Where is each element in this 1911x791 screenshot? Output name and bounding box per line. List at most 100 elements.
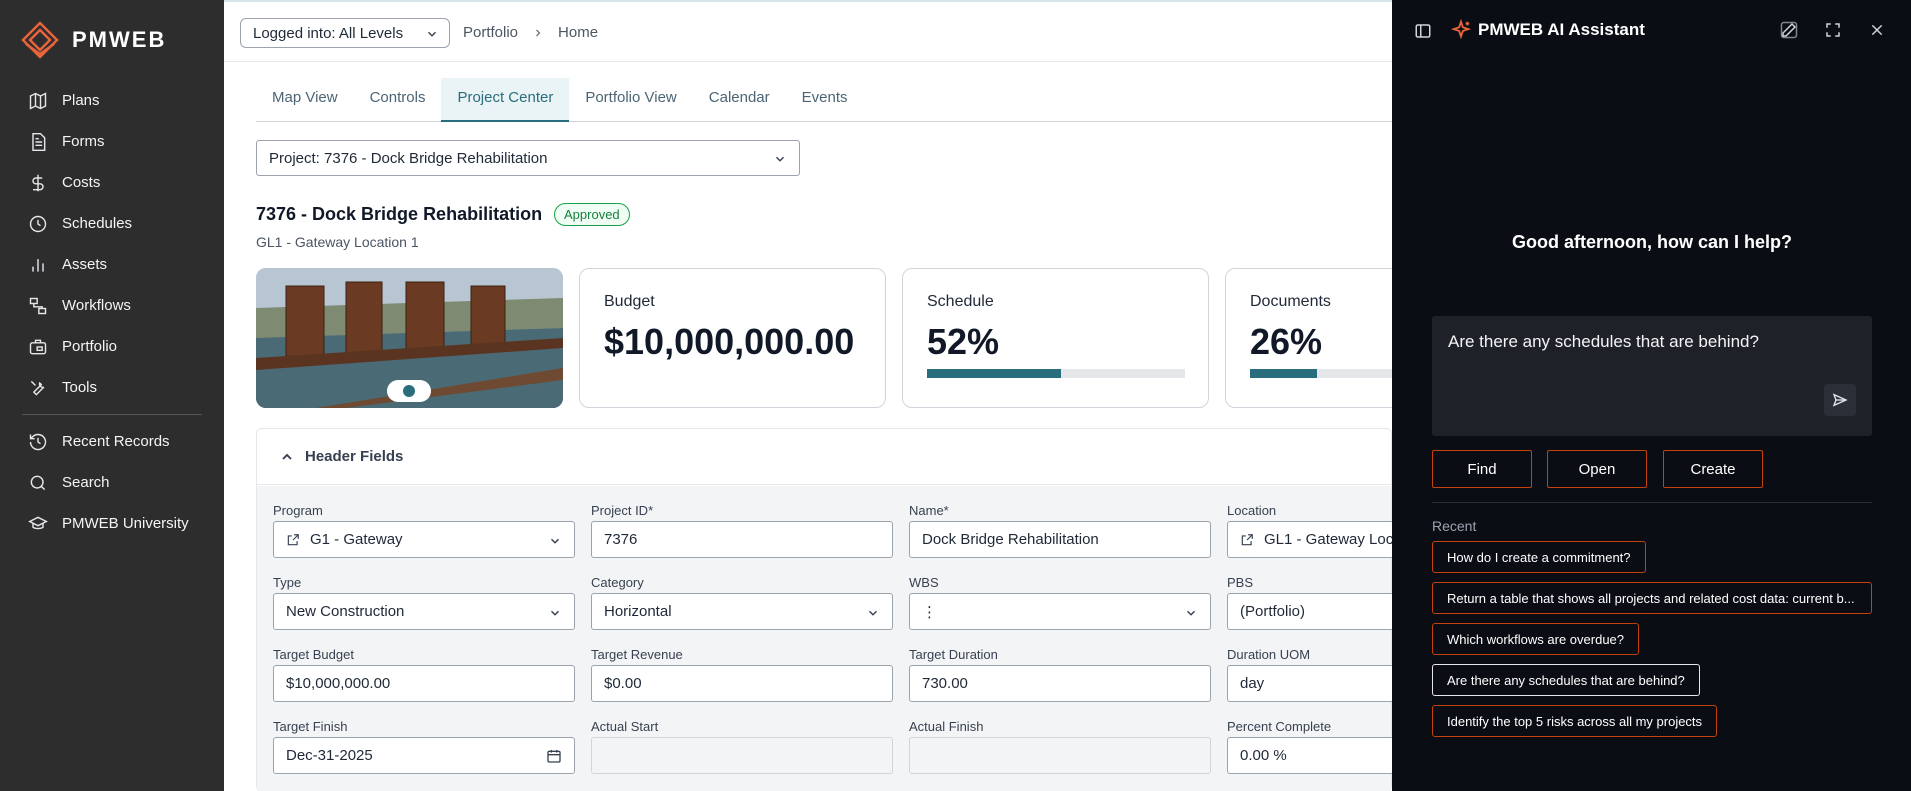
nav-item-label: Schedules (62, 215, 133, 232)
tools-icon (30, 380, 45, 396)
field-value: Dec-31-2025 (286, 747, 373, 764)
expand-button[interactable] (1822, 19, 1844, 41)
tab-project-center[interactable]: Project Center (441, 78, 570, 122)
nav-item-label: Search (62, 474, 110, 491)
project-id-field: Project ID* 7376 (591, 503, 893, 558)
schedule-value: 52% (927, 321, 1000, 362)
recent-prompt-chip[interactable]: Identify the top 5 risks across all my p… (1432, 705, 1718, 737)
chevron-down-icon (775, 156, 785, 162)
target-revenue-input[interactable]: $0.00 (591, 665, 893, 702)
project-select[interactable]: Project: 7376 - Dock Bridge Rehabilitati… (256, 140, 800, 176)
nav-item-search[interactable]: Search (0, 462, 224, 503)
brand-name: PMWEB (72, 27, 167, 52)
category-select[interactable]: Horizontal (591, 593, 893, 630)
program-select[interactable]: G1 - Gateway (273, 521, 575, 558)
briefcase-icon (29, 339, 47, 354)
project-id-input[interactable]: 7376 (591, 521, 893, 558)
search-icon (30, 475, 46, 490)
target-budget-input[interactable]: $10,000,000.00 (273, 665, 575, 702)
actual-finish-field: Actual Finish (909, 719, 1211, 774)
field-label: Program (273, 503, 323, 518)
tab-controls[interactable]: Controls (369, 89, 426, 106)
chevron-down-icon (868, 610, 878, 616)
nav-item-plans[interactable]: Plans (0, 80, 224, 121)
open-button[interactable]: Open (1547, 450, 1647, 488)
carousel-dot (403, 385, 415, 397)
field-label: Location (1227, 503, 1277, 518)
breadcrumb-portfolio[interactable]: Portfolio (463, 24, 519, 41)
close-button[interactable] (1866, 19, 1888, 41)
send-button[interactable] (1824, 384, 1856, 416)
field-label: Target Duration (909, 647, 998, 662)
recent-prompt-chip[interactable]: How do I create a commitment? (1432, 541, 1646, 573)
level-select[interactable]: Logged into: All Levels (240, 18, 450, 48)
external-link-icon[interactable] (286, 533, 300, 547)
create-button[interactable]: Create (1663, 450, 1763, 488)
category-field: Category Horizontal (591, 575, 893, 630)
field-label: Percent Complete (1227, 719, 1332, 734)
field-label: WBS (909, 575, 939, 590)
tab-events[interactable]: Events (801, 89, 848, 106)
map-icon (29, 91, 47, 110)
nav-item-costs[interactable]: Costs (0, 162, 224, 203)
calendar-icon[interactable] (546, 748, 562, 764)
history-icon (29, 433, 47, 450)
field-value: G1 - Gateway (310, 531, 403, 548)
external-link-icon[interactable] (1240, 533, 1254, 547)
documents-card: Documents 26% (1225, 268, 1508, 408)
chevron-down-icon (427, 31, 437, 37)
nav-item-forms[interactable]: Forms (0, 121, 224, 162)
documents-progress-bar (1250, 369, 1508, 378)
nav-item-workflows[interactable]: Workflows (0, 285, 224, 326)
recent-prompt-chip[interactable]: Return a table that shows all projects a… (1432, 582, 1872, 614)
nav-item-schedules[interactable]: Schedules (0, 203, 224, 244)
nav-item-label: Forms (62, 133, 105, 150)
document-icon (32, 132, 46, 151)
tab-map-view[interactable]: Map View (272, 89, 338, 106)
schedule-progress-fill (927, 369, 1062, 378)
carousel-indicator[interactable] (387, 380, 431, 402)
ai-prompt-input[interactable]: Are there any schedules that are behind? (1432, 316, 1872, 436)
ai-greeting: Good afternoon, how can I help? (1512, 232, 1792, 252)
nav-item-tools[interactable]: Tools (0, 367, 224, 408)
ai-header: PMWEB AI Assistant (1392, 0, 1911, 60)
breadcrumb-home[interactable]: Home (558, 24, 599, 41)
name-input[interactable]: Dock Bridge Rehabilitation (909, 521, 1211, 558)
tab-portfolio-view[interactable]: Portfolio View (585, 89, 677, 106)
target-duration-input[interactable]: 730.00 (909, 665, 1211, 702)
nav-item-label: Plans (62, 92, 100, 109)
recent-prompt-chip[interactable]: Which workflows are overdue? (1432, 623, 1640, 655)
nav-item-label: Assets (62, 256, 108, 273)
target-finish-field: Target Finish Dec-31-2025 (273, 719, 575, 774)
nav-item-label: Portfolio (62, 338, 118, 355)
logo[interactable]: PMWEB (20, 20, 166, 60)
field-label: PBS (1227, 575, 1254, 590)
tab-calendar[interactable]: Calendar (708, 89, 770, 106)
field-value: 7376 (604, 531, 638, 548)
wbs-select[interactable]: ⋮ (909, 593, 1211, 630)
bar-chart-icon (32, 258, 44, 272)
ai-assistant-panel: PMWEB AI Assistant Good afternoon, how c… (1392, 0, 1911, 791)
nav-item-recent-records[interactable]: Recent Records (0, 421, 224, 462)
schedule-progress-bar (927, 369, 1185, 378)
view-tabs: Map View Controls Project Center Portfol… (256, 78, 1392, 122)
type-select[interactable]: New Construction (273, 593, 575, 630)
new-chat-button[interactable] (1778, 19, 1800, 41)
actual-finish-input (909, 737, 1211, 774)
nav-item-portfolio[interactable]: Portfolio (0, 326, 224, 367)
header-fields-toggle[interactable]: Header Fields (257, 429, 1391, 485)
find-button[interactable]: Find (1432, 450, 1532, 488)
nav-item-assets[interactable]: Assets (0, 244, 224, 285)
nav-item-label: PMWEB University (62, 515, 189, 532)
documents-progress-fill (1250, 369, 1318, 378)
recent-prompt-chip[interactable]: Are there any schedules that are behind? (1432, 664, 1700, 696)
nav-item-pmweb-university[interactable]: PMWEB University (0, 503, 224, 544)
header-fields-title: Header Fields (305, 448, 404, 465)
target-finish-input[interactable]: Dec-31-2025 (273, 737, 575, 774)
expand-icon (1826, 23, 1840, 37)
field-value: New Construction (286, 603, 405, 620)
name-field: Name* Dock Bridge Rehabilitation (909, 503, 1211, 558)
project-photo[interactable] (256, 268, 563, 408)
field-label: Target Finish (273, 719, 348, 734)
sidebar-toggle-button[interactable] (1412, 20, 1434, 42)
